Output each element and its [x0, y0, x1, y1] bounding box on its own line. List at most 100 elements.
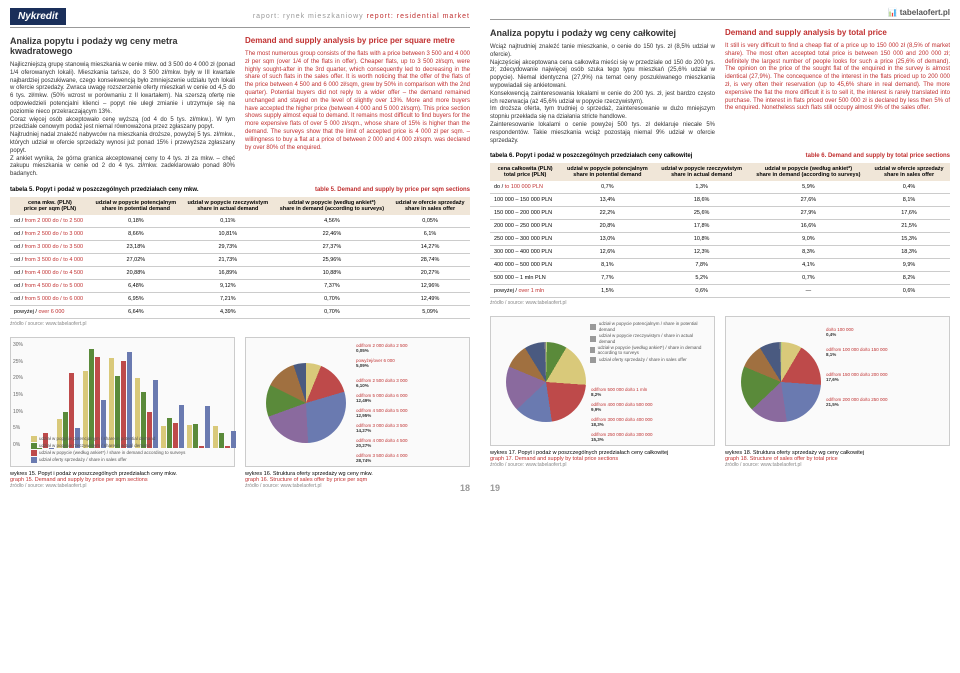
cell: 4,1% [749, 259, 868, 272]
pie-label: od/from 200 000 do/to 250 00021,5% [826, 397, 888, 407]
cell: 16,6% [749, 220, 868, 233]
table6: cena całkowita (PLN)total price (PLN) udz… [490, 163, 950, 298]
bars [31, 348, 236, 448]
pie-label: od/from 500 000 do/to 1 mln8,2% [591, 387, 647, 397]
pie2-chart: do/to 100 0000,4% od/from 100 000 do/to 1… [725, 316, 950, 446]
row-label: od / from 5 000 do / to 6 000 [10, 292, 90, 305]
cell: 7,8% [655, 259, 749, 272]
page-spread: Nykredit raport: rynek mieszkaniowy repo… [0, 0, 960, 497]
col-header: udział w ofercie sprzedażyshare in sales… [868, 163, 950, 181]
table-row: od / from 3 500 do / to 4 00027,02%21,73… [10, 253, 470, 266]
cell: 0,7% [560, 181, 654, 194]
col-header: udział w popycie potencjalnymshare in po… [90, 197, 182, 215]
pie-label: od/from 100 000 do/to 150 0008,1% [826, 347, 888, 357]
table5: cena mkw. (PLN)price per sqm (PLN)udział… [10, 197, 470, 319]
cell: 25,6% [655, 207, 749, 220]
table5-title: tabela 5. Popyt i podaż w poszczególnych… [10, 187, 470, 193]
cell: 22,46% [274, 227, 390, 240]
cell: 20,8% [560, 220, 654, 233]
pie-label: od/from 3 500 do/to 4 00028,74% [356, 453, 408, 463]
bar-legend: udział w popycie potencjalnym / share in… [31, 436, 191, 464]
pie1-box: udział w popycie potencjalnym / share in… [490, 316, 715, 468]
cell: 12,3% [655, 246, 749, 259]
bar [193, 424, 198, 448]
cell: 12,6% [560, 246, 654, 259]
bar-caption: wykres 15. Popyt i podaż w poszczególnyc… [10, 471, 235, 489]
cell: 21,73% [182, 253, 274, 266]
row-label: 300 000 – 400 000 PLN [490, 246, 560, 259]
col-header: udział w popycie rzeczywistymshare in ac… [182, 197, 274, 215]
right-page: 📊 tabelaofert.pl Analiza popytu i podaży… [480, 0, 960, 497]
body-en-r: It still is very difficult to find a che… [725, 43, 950, 113]
pie2-box: do/to 100 0000,4% od/from 100 000 do/to 1… [725, 316, 950, 468]
cell: 22,2% [560, 207, 654, 220]
cell: 16,89% [182, 266, 274, 279]
header-en: report: residential market [367, 13, 470, 20]
cell: 5,09% [390, 305, 470, 318]
cell: 6,48% [90, 279, 182, 292]
row-label: od / from 3 000 do / to 3 500 [10, 240, 90, 253]
cell: 10,81% [182, 227, 274, 240]
cell: 23,18% [90, 240, 182, 253]
cell: 14,27% [390, 240, 470, 253]
text-columns: Analiza popytu i podaży wg ceny metra kw… [10, 36, 470, 179]
title-en-r: Demand and supply analysis by total pric… [725, 28, 950, 37]
charts-right: udział w popycie potencjalnym / share in… [490, 316, 950, 468]
cell: 9,12% [182, 279, 274, 292]
body-en: The most numerous group consists of the … [245, 51, 470, 152]
cell: 6,95% [90, 292, 182, 305]
table-row: do / to 100 000 PLN0,7%1,3%5,9%0,4% [490, 181, 950, 194]
col-header: udział w popycie (według ankiet*)share i… [274, 197, 390, 215]
cell: 15,3% [868, 233, 950, 246]
table-row: od / from 2 000 do / to 2 5000,18%0,11%4… [10, 215, 470, 228]
cell: 1,3% [655, 181, 749, 194]
row-label: od / from 3 500 do / to 4 000 [10, 253, 90, 266]
title-pl-r: Analiza popytu i podaży wg ceny całkowit… [490, 28, 715, 38]
pie1-labels: od/from 500 000 do/to 1 mln8,2%od/from 4… [491, 317, 714, 445]
col-en: Demand and supply analysis by price per … [245, 36, 470, 179]
bar-group [213, 426, 236, 448]
cell: 0,11% [182, 215, 274, 228]
cell: 1,5% [560, 285, 654, 298]
pie2-labels: do/to 100 0000,4% od/from 100 000 do/to 1… [726, 317, 949, 445]
cell: 0,6% [868, 285, 950, 298]
cell: 5,2% [655, 272, 749, 285]
cell: 0,6% [655, 285, 749, 298]
row-label: 200 000 – 250 000 PLN [490, 220, 560, 233]
pie-chart-box: od/from 2 000 do/to 2 5000,05% powyżej/ov… [245, 337, 470, 489]
cell: 6,64% [90, 305, 182, 318]
bar-chart: 30%25%20%15%10%5%0% udział w popycie pot… [10, 337, 235, 467]
title-pl: Analiza popytu i podaży wg ceny metra kw… [10, 36, 235, 56]
cell: 13,4% [560, 194, 654, 207]
pie1-caption: wykres 17. Popyt i podaż w poszczególnyc… [490, 450, 715, 468]
bar-chart-box: 30%25%20%15%10%5%0% udział w popycie pot… [10, 337, 235, 489]
legend-item: udział w popycie rzeczywistym / share in… [31, 443, 151, 449]
pie-label: powyżej/over 6 0005,09% [356, 358, 395, 368]
table-row: 300 000 – 400 000 PLN12,6%12,3%8,3%18,3% [490, 246, 950, 259]
cell: 29,73% [182, 240, 274, 253]
row-label: od / from 4 000 do / to 4 500 [10, 266, 90, 279]
pie-label: do/to 100 0000,4% [826, 327, 854, 337]
cell: 17,6% [868, 207, 950, 220]
pie-label: od/from 250 000 do/to 300 00015,3% [591, 432, 653, 442]
cell: 10,88% [274, 266, 390, 279]
pie-label: od/from 3 000 do/to 3 50014,27% [356, 423, 408, 433]
row-label: 150 000 – 200 000 PLN [490, 207, 560, 220]
table-row: od / from 3 000 do / to 3 50023,18%29,73… [10, 240, 470, 253]
cell: 8,1% [868, 194, 950, 207]
charts-left: 30%25%20%15%10%5%0% udział w popycie pot… [10, 337, 470, 489]
cell: 12,96% [390, 279, 470, 292]
cell: 28,74% [390, 253, 470, 266]
pie-label: od/from 300 000 do/to 400 00018,3% [591, 417, 653, 427]
col-header: cena całkowita (PLN)total price (PLN) [490, 163, 560, 181]
body-pl-r: Wciąż najtrudniej znaleźć tanie mieszkan… [490, 44, 715, 145]
pie-caption: wykres 16. Struktura oferty sprzedaży wg… [245, 471, 470, 489]
table-row: od / from 5 000 do / to 6 0006,95%7,21%0… [10, 292, 470, 305]
table5-source: źródło / source: www.tabelaofert.pl [10, 321, 470, 327]
bar [213, 426, 218, 448]
cell: 17,8% [655, 220, 749, 233]
pie-label: od/from 2 000 do/to 2 5000,05% [356, 343, 408, 353]
bar [225, 446, 230, 448]
cell: 8,66% [90, 227, 182, 240]
t5-pl: tabela 5. Popyt i podaż w poszczególnych… [10, 187, 199, 193]
